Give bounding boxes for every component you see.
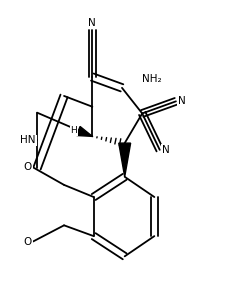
Polygon shape	[77, 127, 92, 136]
Polygon shape	[119, 143, 131, 177]
Text: O: O	[23, 236, 32, 247]
Text: NH₂: NH₂	[142, 74, 161, 84]
Text: H: H	[71, 127, 77, 135]
Text: O: O	[23, 162, 32, 172]
Text: N: N	[162, 145, 170, 155]
Text: HN: HN	[20, 135, 36, 146]
Text: N: N	[89, 18, 96, 28]
Text: N: N	[178, 96, 186, 106]
